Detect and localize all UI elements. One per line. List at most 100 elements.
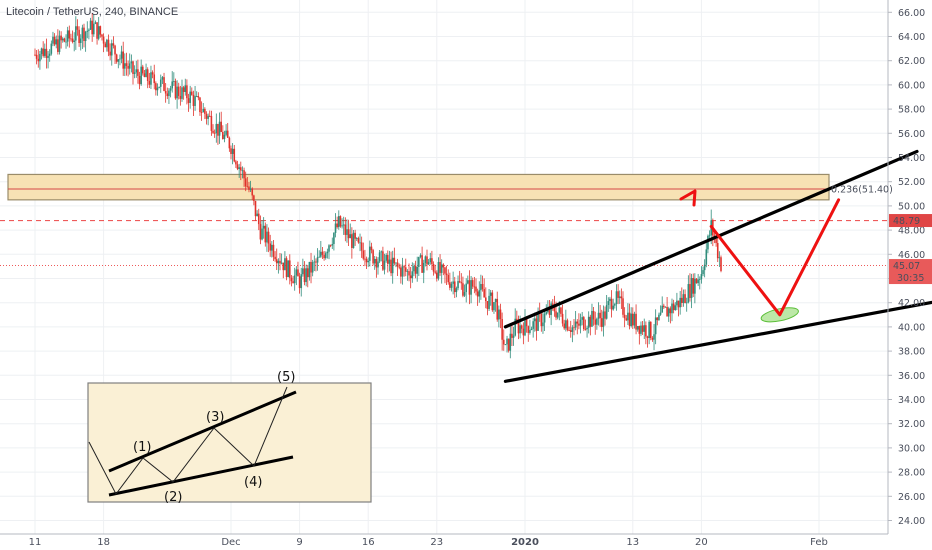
candle-body — [47, 55, 49, 58]
candle-body — [623, 314, 626, 319]
candle-body — [302, 268, 304, 275]
candle-body — [257, 213, 260, 225]
candle-body — [347, 229, 350, 239]
candle-body — [352, 232, 355, 249]
y-tick-label: 52.00 — [898, 177, 925, 188]
candle-body — [292, 281, 294, 284]
candle-body — [364, 258, 366, 260]
candle-body — [514, 318, 516, 336]
candle-body — [57, 39, 59, 52]
candle-body — [351, 234, 353, 249]
candle-body — [437, 262, 440, 279]
candle-body — [462, 283, 464, 296]
candle-body — [525, 317, 528, 327]
candle-body — [661, 305, 663, 313]
candle-body — [543, 314, 546, 323]
candle-body — [184, 85, 187, 92]
candle-body — [467, 280, 469, 284]
candle-body — [579, 319, 582, 326]
candle-body — [695, 278, 698, 284]
candle-body — [145, 69, 147, 77]
candle-body — [545, 312, 548, 315]
candle-body — [395, 262, 397, 264]
candle-body — [334, 223, 337, 233]
x-axis-ticks[interactable]: 11 18 Dec 9 16 23 2020 13 20 Feb — [29, 537, 828, 548]
candle-body — [310, 261, 312, 273]
candle-body — [483, 289, 485, 298]
candle-body — [436, 272, 438, 279]
candle-body — [496, 298, 499, 320]
candle-body — [45, 48, 48, 58]
candle-body — [481, 283, 484, 290]
candle-body — [226, 130, 229, 138]
candle-body — [114, 45, 116, 55]
candle-body — [189, 91, 191, 103]
candle-body — [654, 317, 657, 335]
candle-body — [342, 224, 345, 226]
lower-trendline[interactable] — [503, 291, 932, 383]
candle-body — [672, 303, 675, 311]
wave-label-1: (1) — [133, 440, 151, 455]
candle-body — [225, 130, 227, 135]
candle-body — [143, 73, 146, 77]
projection-arrowhead — [679, 189, 697, 207]
projection-arrow[interactable] — [709, 198, 841, 317]
candle-body — [612, 305, 614, 310]
candle-body — [61, 38, 64, 41]
candle-body — [573, 327, 575, 329]
candle-body — [558, 307, 561, 313]
y-tick-label: 50.00 — [898, 201, 925, 212]
candle-body — [359, 242, 361, 244]
candle-body — [604, 311, 606, 319]
candle-body — [509, 333, 512, 351]
candle-body — [171, 81, 173, 89]
upper-trendline[interactable] — [503, 149, 919, 329]
candle-body — [452, 281, 454, 284]
candle-body — [159, 79, 162, 87]
candle-body — [367, 260, 369, 263]
candle-body — [419, 255, 422, 258]
candle-body — [261, 228, 263, 240]
candle-body — [303, 268, 306, 283]
candle-body — [50, 43, 53, 54]
candle-body — [568, 330, 570, 331]
candle-body — [231, 148, 234, 154]
candle-body — [349, 234, 352, 239]
candle-body — [592, 310, 595, 320]
candle-body — [290, 277, 293, 282]
candle-body — [153, 74, 156, 84]
candle-body — [504, 344, 507, 346]
candle-body — [380, 251, 383, 253]
candle-body — [220, 121, 222, 132]
candle-body — [207, 115, 209, 119]
candle-body — [58, 35, 61, 52]
candle-body — [293, 275, 296, 284]
candle-body — [197, 96, 200, 98]
candle-body — [659, 312, 662, 315]
candle-body — [649, 321, 652, 339]
candle-body — [480, 283, 482, 291]
candle-body — [93, 23, 95, 35]
candle-body — [215, 123, 218, 134]
candle-body — [635, 313, 637, 330]
y-tick-label: 42.00 — [898, 298, 925, 309]
candle-body — [589, 316, 592, 327]
candle-body — [667, 308, 670, 317]
y-axis-ticks[interactable]: 24.00 26.00 28.00 30.00 32.00 34.00 36.00 38.00… — [888, 8, 925, 527]
candle-body — [715, 239, 717, 244]
candle-body — [387, 254, 389, 264]
candle-body — [267, 231, 270, 244]
candle-body — [684, 294, 686, 304]
candle-body — [326, 251, 329, 254]
candle-body — [468, 280, 471, 295]
candle-body — [555, 311, 557, 318]
candle-body — [416, 266, 418, 274]
candle-body — [498, 309, 500, 320]
candle-body — [396, 262, 399, 267]
candle-body — [692, 278, 695, 294]
candle-body — [156, 87, 159, 91]
candle-body — [244, 178, 247, 187]
candle-body — [597, 312, 600, 319]
candle-body — [285, 258, 288, 278]
